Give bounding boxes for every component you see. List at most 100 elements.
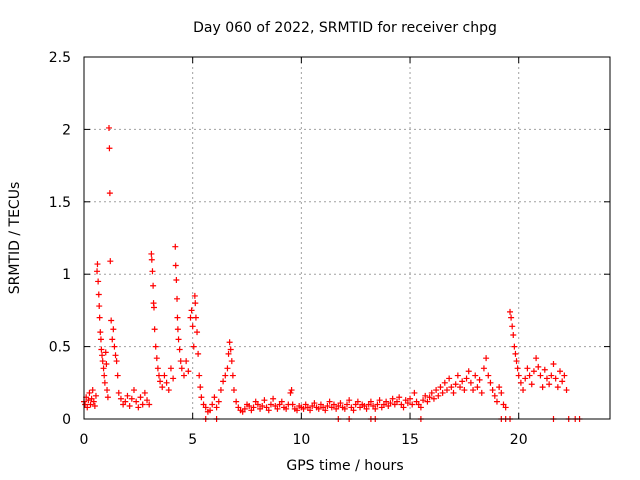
data-point	[106, 190, 113, 197]
data-point	[315, 405, 322, 412]
data-point	[407, 395, 414, 402]
data-point	[287, 389, 294, 396]
data-point	[526, 372, 533, 379]
data-point	[289, 401, 296, 408]
data-point	[465, 368, 472, 375]
data-point	[89, 387, 96, 394]
data-point	[226, 339, 233, 346]
data-point	[376, 397, 383, 404]
data-point	[117, 395, 124, 402]
data-point	[554, 384, 561, 391]
axes: 0 5 10 15 20 0 0.5 1 1.5 2 2.5	[49, 50, 610, 448]
data-point	[489, 387, 496, 394]
data-point	[101, 379, 108, 386]
data-point	[470, 387, 477, 394]
x-tick-label: 5	[188, 432, 197, 448]
data-point	[225, 350, 232, 357]
data-point	[190, 343, 197, 350]
data-point	[84, 404, 91, 411]
data-point	[330, 401, 337, 408]
data-point	[157, 378, 164, 385]
data-point	[383, 398, 390, 405]
data-point	[105, 124, 112, 131]
data-point	[192, 314, 199, 321]
data-point	[476, 376, 483, 383]
data-point	[150, 282, 157, 289]
data-point	[502, 404, 509, 411]
data-point	[149, 268, 156, 275]
data-point	[99, 358, 106, 365]
data-point	[195, 350, 202, 357]
data-point	[130, 387, 137, 394]
data-point	[137, 394, 144, 401]
data-point	[487, 379, 494, 386]
data-point	[439, 389, 446, 396]
data-point	[448, 384, 455, 391]
y-tick-label: 2	[62, 122, 71, 138]
data-point	[507, 308, 514, 315]
data-point	[270, 395, 277, 402]
data-point	[535, 363, 542, 370]
data-point	[97, 329, 104, 336]
data-point	[128, 395, 135, 402]
data-point	[189, 323, 196, 330]
data-point	[326, 398, 333, 405]
data-point	[110, 326, 117, 333]
data-point	[409, 401, 416, 408]
data-point	[196, 372, 203, 379]
data-point	[139, 401, 146, 408]
data-point	[344, 401, 350, 408]
data-point	[337, 400, 344, 407]
data-point	[459, 378, 466, 385]
data-point	[100, 365, 107, 372]
data-point	[426, 394, 433, 401]
data-point	[515, 372, 522, 379]
data-point	[144, 397, 151, 404]
data-point	[265, 407, 272, 414]
data-point	[512, 350, 519, 357]
x-tick-label: 20	[510, 432, 528, 448]
data-point	[215, 398, 222, 405]
data-point	[178, 365, 185, 372]
data-point	[174, 326, 181, 333]
data-point	[513, 358, 520, 365]
data-point	[480, 365, 487, 372]
data-point	[228, 358, 235, 365]
data-point	[539, 384, 546, 391]
data-point	[530, 368, 537, 375]
data-point	[424, 398, 431, 405]
data-point	[213, 404, 220, 411]
data-point	[177, 358, 184, 365]
data-point	[133, 398, 140, 405]
data-point	[511, 343, 518, 350]
data-point	[387, 400, 394, 407]
data-point	[288, 387, 295, 394]
x-axis-label: GPS time / hours	[286, 458, 403, 474]
data-point	[467, 379, 474, 386]
data-point	[220, 378, 227, 385]
data-point	[541, 366, 548, 373]
data-point	[389, 395, 396, 402]
data-point	[175, 336, 182, 343]
x-tick-label: 15	[401, 432, 419, 448]
y-tick-label: 2.5	[49, 50, 71, 66]
data-point	[450, 389, 457, 396]
data-point	[400, 404, 407, 411]
data-point	[102, 349, 109, 356]
data-point	[428, 389, 435, 396]
data-point	[461, 387, 468, 394]
data-point	[483, 355, 490, 362]
data-point	[509, 323, 516, 330]
data-point	[148, 250, 155, 257]
data-point	[161, 372, 168, 379]
data-point	[229, 372, 236, 379]
data-point	[517, 379, 524, 386]
data-point	[472, 372, 479, 379]
data-point	[563, 387, 570, 394]
data-point	[163, 379, 170, 386]
data-point	[457, 384, 464, 391]
y-tick-label: 0.5	[49, 340, 71, 356]
data-point	[87, 401, 94, 408]
data-point	[396, 394, 403, 401]
